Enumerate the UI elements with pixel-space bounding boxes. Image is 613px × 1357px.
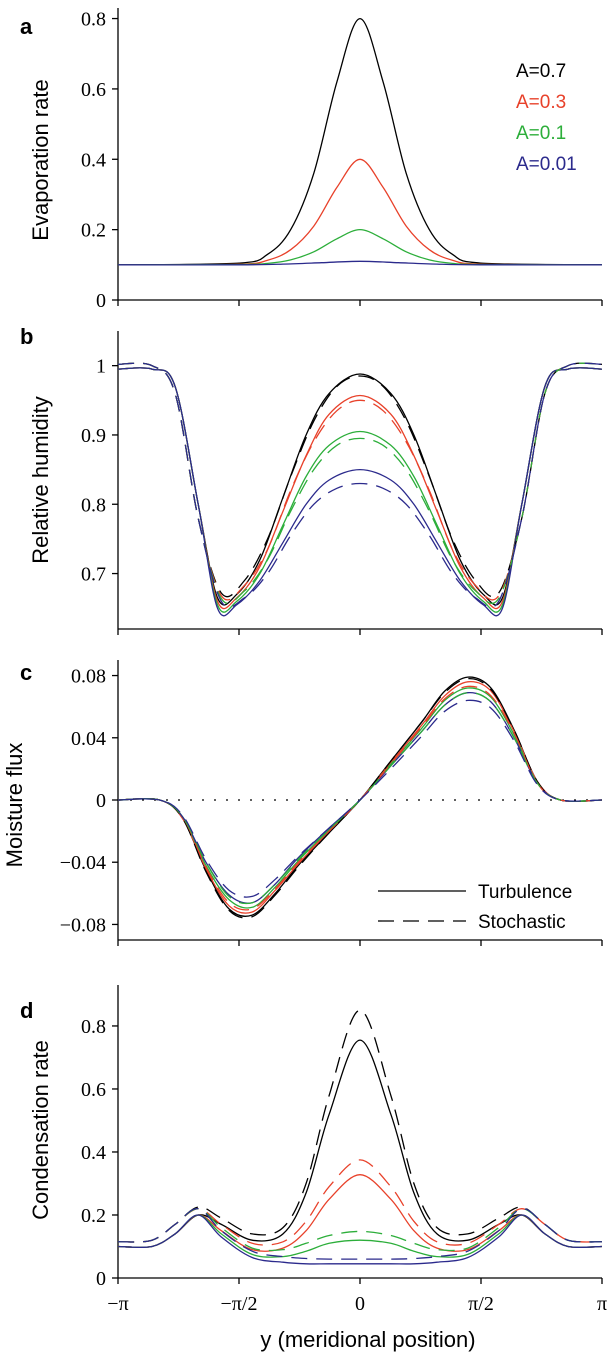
series-c-a001-dashed [118, 699, 602, 898]
x-tick-label: π [597, 1293, 607, 1315]
legend-label-stochastic: Stochastic [478, 912, 566, 933]
y-tick-label-b: 1 [96, 356, 106, 378]
x-axis-label: y (meridional position) [260, 1327, 475, 1352]
plot-area-c: −0.08 −0.04 0 0.04 0.08 [60, 660, 603, 946]
series-c-a03-dashed [118, 685, 602, 911]
y-tick-label-d: 0.8 [81, 1016, 106, 1038]
y-tick-label-b: 0.9 [81, 425, 106, 447]
panel-b: b Relative humidity [20, 324, 53, 564]
series-d-a07-solid [118, 1039, 602, 1249]
panel-d: d Condensation rate [20, 998, 53, 1220]
y-axis-label-a: Evaporation rate [28, 79, 53, 240]
series-a-a07-solid [118, 17, 602, 266]
panel-c: c Moisture flux Turbulence Stochastic [2, 660, 572, 933]
legend-label-turbulence: Turbulence [478, 882, 572, 903]
plot-area-a: 0 0.2 0.4 0.6 0.8 [81, 8, 603, 312]
legend-label-a03: A=0.3 [516, 92, 566, 113]
series-a-a001-solid [118, 260, 602, 266]
x-tick-label: 0 [355, 1293, 365, 1315]
y-tick-label-d: 0.6 [81, 1079, 106, 1101]
series-a-a03-solid [118, 158, 602, 266]
series-d-a07-dashed [118, 1009, 602, 1243]
panel-a: a Evaporation rate [20, 14, 53, 241]
series-d-a01-solid [118, 1214, 602, 1258]
plot-area-d: 0 0.2 0.4 0.6 0.8 −π −π/2 0 π/2 π [81, 985, 607, 1315]
legend-label-a001: A=0.01 [516, 154, 577, 175]
y-axis-label-b: Relative humidity [28, 396, 53, 564]
panel-label-d: d [20, 998, 33, 1023]
y-tick-label-c: 0.04 [71, 728, 106, 750]
y-axis-label-c: Moisture flux [2, 743, 27, 868]
y-tick-label-c: 0 [96, 790, 106, 812]
y-tick-label-c: −0.08 [60, 914, 106, 936]
legend-label-a07: A=0.7 [516, 61, 566, 82]
y-tick-label-c: 0.08 [71, 666, 106, 688]
y-tick-label-a: 0.8 [81, 9, 106, 31]
y-tick-label-a: 0.6 [81, 79, 106, 101]
series-b-a03-solid [118, 367, 602, 610]
y-tick-label-a: 0.2 [81, 220, 106, 242]
y-tick-label-a: 0.4 [81, 149, 106, 171]
series-d-a001-solid [118, 1214, 602, 1265]
series-a-a01-solid [118, 228, 602, 266]
panel-label-b: b [20, 324, 33, 349]
series-c-a01-dashed [118, 691, 602, 905]
y-tick-label-a: 0 [96, 290, 106, 312]
y-tick-label-b: 0.8 [81, 494, 106, 516]
series-c-a001-solid [118, 691, 602, 904]
legend-label-a01: A=0.1 [516, 123, 566, 144]
series-b-a01-solid [118, 367, 602, 613]
x-tick-label: −π [107, 1293, 128, 1315]
series-d-a01-dashed [118, 1208, 602, 1252]
y-axis-label-d: Condensation rate [28, 1040, 53, 1220]
y-tick-label-b: 0.7 [81, 564, 106, 586]
y-tick-label-d: 0.4 [81, 1142, 106, 1164]
panel-label-c: c [20, 660, 32, 685]
series-b-a07-solid [118, 367, 602, 606]
series-b-a001-dashed [118, 362, 602, 608]
plot-area-b: 0.7 0.8 0.9 1 [81, 331, 603, 635]
y-tick-label-d: 0 [96, 1268, 106, 1290]
legend-c: Turbulence Stochastic [378, 882, 572, 933]
series-c-a03-solid [118, 680, 602, 914]
y-tick-label-d: 0.2 [81, 1205, 106, 1227]
x-tick-label: −π/2 [221, 1293, 258, 1315]
series-c-a01-solid [118, 687, 602, 909]
series-b-a001-solid [118, 367, 602, 617]
series-c-a07-solid [118, 676, 602, 917]
legend-a: A=0.7 A=0.3 A=0.1 A=0.01 [516, 61, 577, 175]
panel-label-a: a [20, 14, 33, 39]
x-tick-label: π/2 [468, 1293, 494, 1315]
series-d-a001-dashed [118, 1208, 602, 1260]
series-d-a03-dashed [118, 1159, 602, 1246]
y-tick-label-c: −0.04 [60, 852, 106, 874]
